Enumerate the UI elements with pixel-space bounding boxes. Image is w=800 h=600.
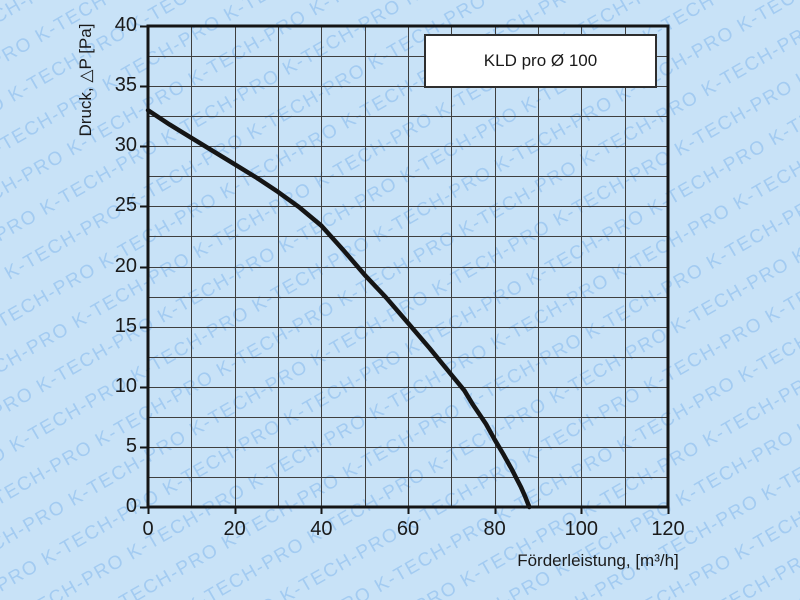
performance-curve <box>145 107 532 510</box>
x-axis-title: Förderleistung, [m³/h] <box>517 551 679 570</box>
x-tick-label: 120 <box>651 518 685 540</box>
gridlines <box>148 26 668 507</box>
y-tick-label: 40 <box>114 14 137 36</box>
tick-marks <box>140 25 670 514</box>
y-tick-label: 0 <box>125 495 137 517</box>
y-tick-label: 25 <box>114 194 137 217</box>
plot-border <box>146 24 670 509</box>
x-tick-label: 100 <box>564 518 599 540</box>
x-tick-label: 40 <box>310 518 333 540</box>
x-tick-label: 80 <box>483 518 506 540</box>
x-tick-label: 0 <box>142 518 154 540</box>
legend-label: KLD pro Ø 100 <box>483 51 598 70</box>
y-axis-title: Druck, △P [Pa] <box>76 23 95 137</box>
legend-box: KLD pro Ø 100 <box>424 34 657 88</box>
x-tick-label: 60 <box>396 518 420 540</box>
y-tick-label: 10 <box>114 374 137 397</box>
y-tick-label: 30 <box>114 134 137 157</box>
y-tick-label: 15 <box>114 314 137 337</box>
y-tick-label: 35 <box>114 74 137 97</box>
y-tick-label: 20 <box>114 254 137 277</box>
y-tick-label: 5 <box>125 434 137 457</box>
x-tick-label: 20 <box>223 518 246 540</box>
